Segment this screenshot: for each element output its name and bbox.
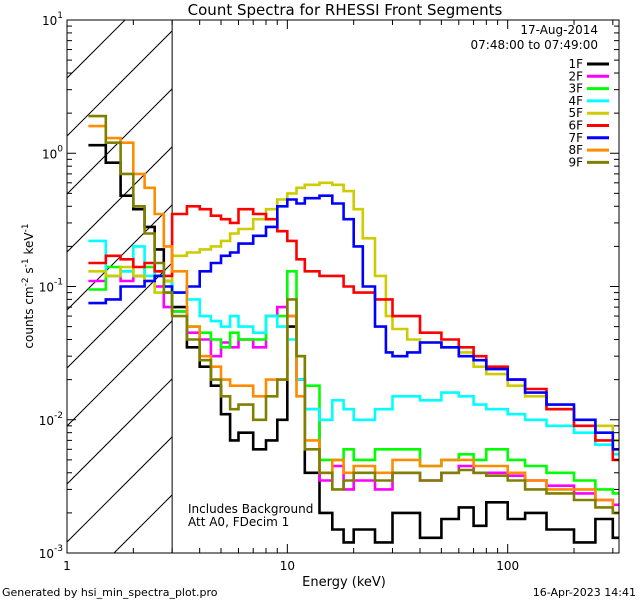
legend-label-7F: 7F	[568, 131, 583, 145]
series-line-3F	[88, 265, 619, 495]
hatch-lines	[67, 20, 173, 553]
legend-label-9F: 9F	[568, 155, 583, 169]
y-tick-labels: 101 100 10-1 10-2 10-3	[39, 11, 64, 561]
legend-label-3F: 3F	[568, 82, 583, 96]
y-tick-label: 10-1	[39, 278, 63, 295]
series-line-8F	[88, 124, 619, 515]
annotation-background: Includes Background	[188, 502, 313, 516]
chart-title: Count Spectra for RHESSI Front Segments	[188, 1, 503, 19]
series-line-9F	[88, 114, 619, 515]
x-tick-label: 10	[280, 559, 295, 573]
hatch-line	[67, 262, 173, 369]
legend-label-5F: 5F	[568, 106, 583, 120]
x-tick-label: 100	[496, 559, 519, 573]
y-axis-label: counts cm-2 s-1 keV-1	[21, 223, 36, 348]
hatch-line	[67, 30, 173, 137]
x-tick-labels: 1 10 100	[63, 559, 519, 573]
legend-label-1F: 1F	[568, 57, 583, 71]
date-label: 17-Aug-2014	[520, 23, 598, 37]
hatch-line	[67, 88, 173, 195]
generated-by-footer: Generated by hsi_min_spectra_plot.pro	[2, 586, 218, 599]
legend-label-8F: 8F	[568, 143, 583, 157]
legend-label-2F: 2F	[568, 69, 583, 83]
y-tick-label: 10-2	[39, 411, 63, 428]
hatch-line	[67, 378, 173, 485]
y-tick-label: 10-3	[39, 544, 63, 561]
series-layer	[88, 114, 619, 544]
y-tick-label: 101	[42, 11, 63, 28]
hatch-line	[67, 436, 173, 543]
x-axis-label: Energy (keV)	[302, 575, 386, 590]
y-tick-label: 100	[42, 144, 63, 161]
hatch-line	[67, 204, 173, 311]
series-line-4F	[88, 239, 619, 456]
x-tick-label: 1	[63, 559, 71, 573]
timestamp-footer: 16-Apr-2023 14:41	[533, 586, 636, 599]
time-range-label: 07:48:00 to 07:49:00	[471, 38, 598, 52]
axis-ticks	[66, 19, 619, 554]
annotation-attenuator: Att A0, FDecim 1	[188, 515, 289, 529]
legend-label-6F: 6F	[568, 119, 583, 133]
legend-label-4F: 4F	[568, 94, 583, 108]
